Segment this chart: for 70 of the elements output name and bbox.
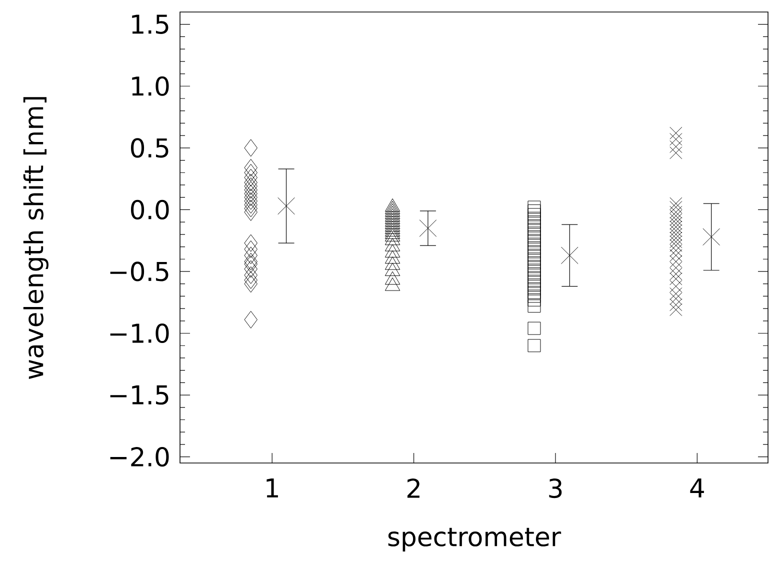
y-axis-title: wavelength shift [nm] <box>23 97 48 379</box>
point <box>528 245 541 258</box>
point <box>244 164 258 182</box>
point <box>278 197 295 215</box>
point <box>528 219 541 232</box>
point <box>528 300 541 313</box>
point <box>244 168 258 186</box>
point <box>244 246 258 264</box>
point <box>244 260 258 278</box>
point <box>244 266 258 284</box>
point <box>244 139 258 157</box>
point <box>528 286 541 299</box>
x-tick-label: 2 <box>407 478 420 498</box>
point <box>528 208 541 222</box>
point <box>244 252 258 270</box>
point <box>244 184 258 202</box>
point <box>528 267 541 280</box>
point <box>244 203 258 221</box>
point <box>528 278 541 292</box>
point <box>528 222 541 236</box>
point <box>244 158 258 176</box>
y-tick-label: 0.5 <box>130 138 168 158</box>
point <box>702 228 720 246</box>
point <box>528 230 541 244</box>
point <box>528 248 541 262</box>
x-tick-label: 1 <box>266 478 278 498</box>
point <box>528 252 541 266</box>
y-tick-label: −1.0 <box>110 323 169 344</box>
y-tick-label: −0.5 <box>110 262 168 282</box>
point <box>528 339 541 352</box>
point <box>528 200 541 214</box>
x-tick-label: 3 <box>549 478 562 498</box>
point <box>560 246 578 264</box>
point <box>244 240 258 258</box>
point <box>528 274 541 288</box>
point <box>244 177 258 195</box>
x-axis-title: spectrometer <box>388 528 562 552</box>
point <box>528 226 541 240</box>
point <box>244 310 258 328</box>
point <box>528 260 541 274</box>
point <box>528 271 541 284</box>
point <box>528 282 541 296</box>
point <box>528 234 541 248</box>
point <box>419 220 437 237</box>
point <box>528 264 541 277</box>
point <box>244 174 258 192</box>
point <box>528 238 541 251</box>
y-tick-label: −2.0 <box>110 447 169 467</box>
y-tick-label: 1.0 <box>132 76 169 96</box>
point <box>244 188 258 206</box>
point <box>244 271 258 289</box>
y-tick-label: 1.5 <box>132 14 168 34</box>
point <box>244 181 258 199</box>
y-tick-label: 0.0 <box>130 200 169 220</box>
point <box>244 196 258 214</box>
y-tick-label: −1.5 <box>110 385 168 405</box>
point <box>528 204 541 218</box>
point <box>528 290 541 303</box>
point <box>244 200 258 218</box>
point <box>244 192 258 210</box>
point <box>528 256 541 270</box>
point <box>528 293 541 306</box>
point <box>244 234 258 252</box>
point <box>528 322 541 335</box>
point <box>528 242 541 254</box>
point <box>244 255 258 273</box>
point <box>528 216 541 229</box>
x-tick-label: 4 <box>690 478 704 498</box>
point <box>244 275 258 293</box>
point <box>528 212 541 225</box>
